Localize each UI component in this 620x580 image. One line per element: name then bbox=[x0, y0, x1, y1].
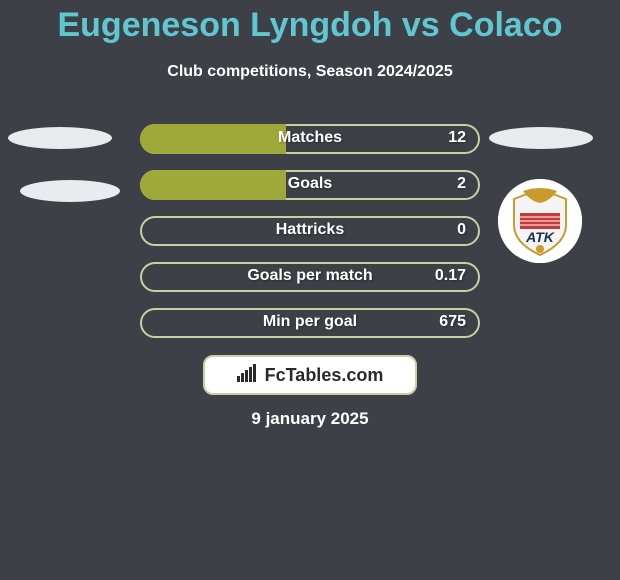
page-title: Eugeneson Lyngdoh vs Colaco bbox=[0, 6, 620, 45]
stat-label: Goals per match bbox=[140, 267, 480, 285]
source-name: FcTables.com bbox=[265, 365, 384, 386]
stat-label: Hattricks bbox=[140, 221, 480, 239]
stat-right-value: 2 bbox=[457, 175, 466, 193]
subtitle: Club competitions, Season 2024/2025 bbox=[0, 63, 620, 81]
stat-right-value: 0 bbox=[457, 221, 466, 239]
left-player-avatar-placeholder-2 bbox=[20, 180, 120, 202]
stat-right-value: 675 bbox=[439, 313, 466, 331]
footer-date: 9 january 2025 bbox=[0, 409, 620, 429]
stat-row: Min per goal675 bbox=[140, 308, 480, 338]
stat-right-value: 12 bbox=[448, 129, 466, 147]
stat-label: Min per goal bbox=[140, 313, 480, 331]
bar-chart-icon bbox=[237, 364, 259, 387]
left-player-avatar-placeholder-1 bbox=[8, 127, 112, 149]
comparison-canvas: Eugeneson Lyngdoh vs Colaco Club competi… bbox=[0, 0, 620, 580]
club-badge-icon: ATK bbox=[498, 179, 582, 263]
stat-row: Goals per match0.17 bbox=[140, 262, 480, 292]
stat-right-value: 0.17 bbox=[435, 267, 466, 285]
stat-row: Goals2 bbox=[140, 170, 480, 200]
stat-row: Hattricks0 bbox=[140, 216, 480, 246]
stat-label: Goals bbox=[140, 175, 480, 193]
svg-text:ATK: ATK bbox=[525, 229, 555, 245]
stat-row: Matches12 bbox=[140, 124, 480, 154]
right-player-avatar-placeholder bbox=[489, 127, 593, 149]
stat-label: Matches bbox=[140, 129, 480, 147]
right-club-badge: ATK bbox=[498, 179, 582, 263]
source-badge: FcTables.com bbox=[203, 355, 417, 395]
